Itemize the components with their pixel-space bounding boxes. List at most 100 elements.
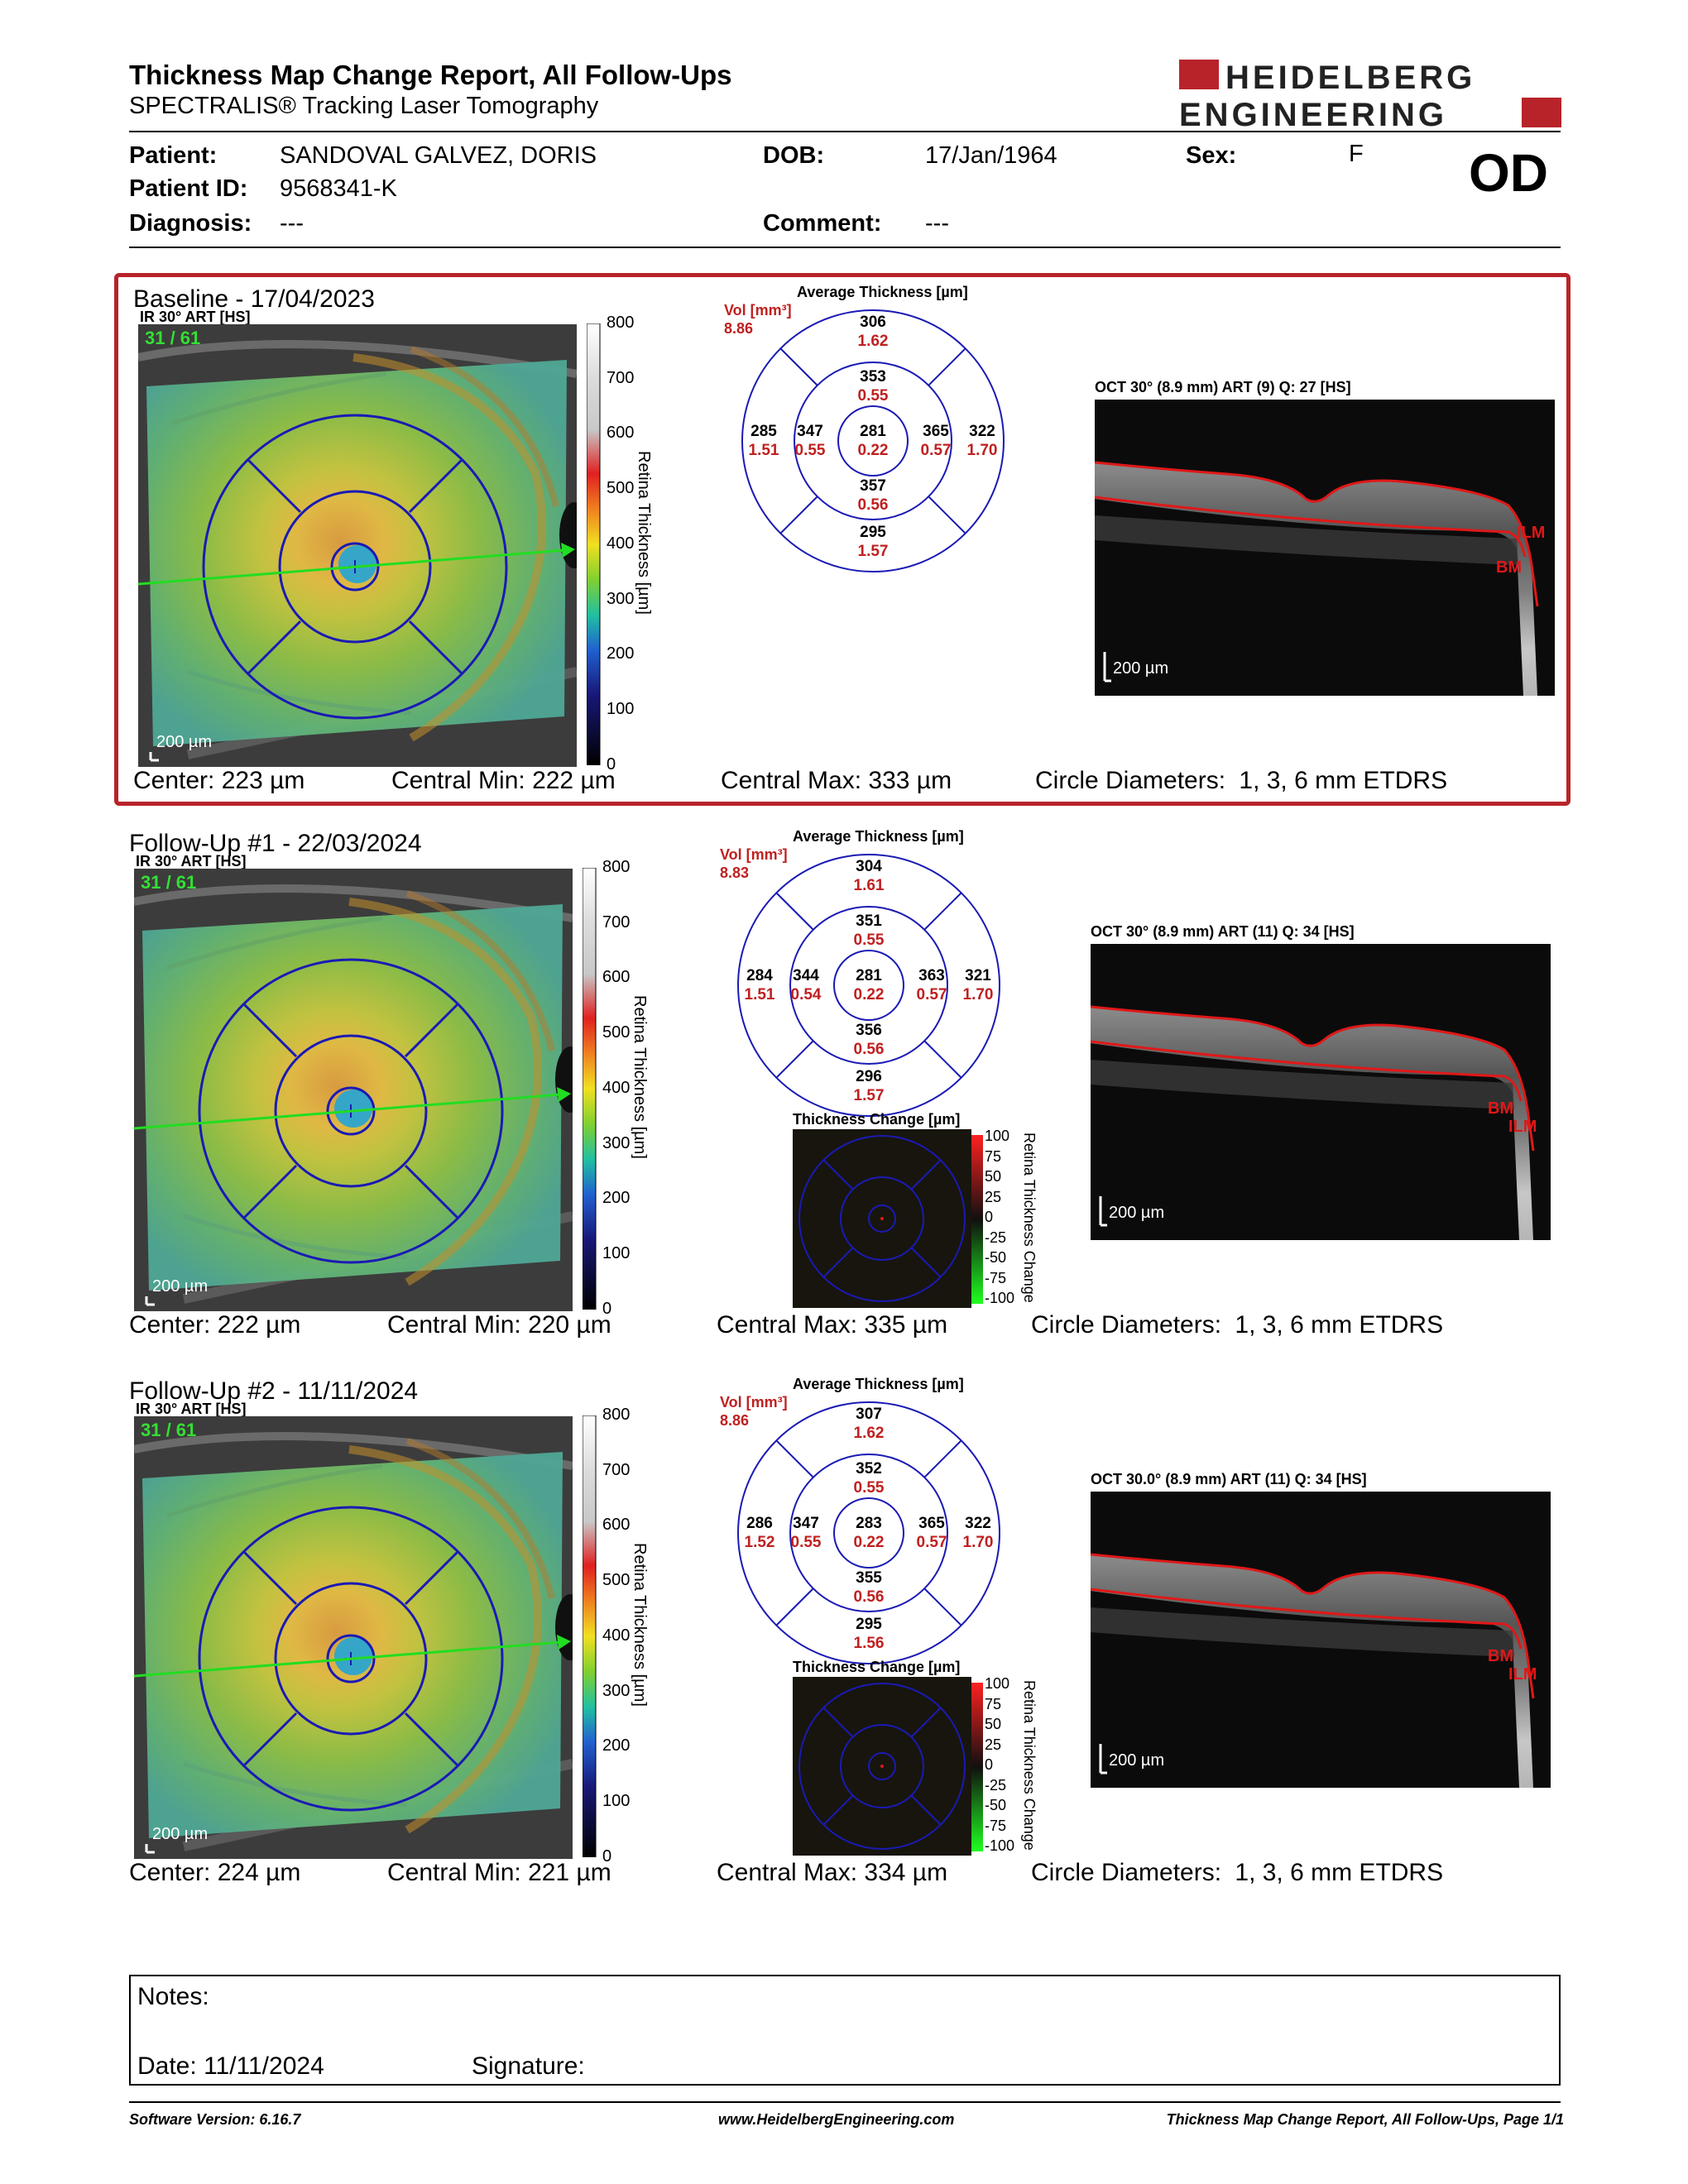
dob-label: DOB: (763, 142, 825, 169)
vol-total: 8.86 (724, 320, 754, 337)
patient-id-label: Patient ID: (129, 175, 248, 202)
stat-center: Center: 222 µm (129, 1311, 300, 1339)
thickness-map[interactable]: 31 / 61 200 µm (134, 869, 573, 1311)
stat-central-max-label: Central Max: (717, 1311, 858, 1339)
stat-center-label: Center: (129, 1859, 211, 1886)
colorbar-tick: 800 (602, 1406, 631, 1424)
scalebar-label: 200 µm (152, 1277, 209, 1296)
sector-inner-sup-volume: 0.55 (853, 1479, 885, 1497)
bm-label: BM (1488, 1647, 1514, 1665)
colorbar-axis-label: Retina Thickness [µm] (631, 1543, 649, 1707)
exam-title: Follow-Up #2 - 11/11/2024 (129, 1377, 419, 1405)
sector-outer-nas-thickness: 284 (746, 967, 773, 984)
stat-central-min-label: Central Min: (387, 1859, 521, 1886)
change-tick: 50 (985, 1168, 1002, 1185)
stat-center-value: 223 µm (221, 767, 305, 794)
comment-label: Comment: (763, 210, 882, 237)
diagnosis-label: Diagnosis: (129, 210, 252, 237)
oct-bscan-svg (1091, 1492, 1551, 1788)
sector-outer-inf-thickness: 295 (860, 524, 886, 541)
colorbar-tick: 800 (602, 858, 631, 876)
change-colorbar: 100 75 50 25 0 -25 -50 -75 -100 Retina Thickness … (971, 1675, 1041, 1854)
colorbar-tick: 800 (607, 314, 635, 332)
colorbar-tick: 700 (602, 1460, 631, 1479)
sector-outer-sup-volume: 1.62 (853, 1425, 885, 1442)
bm-label: BM (1488, 1099, 1514, 1118)
sector-outer-tmp-thickness: 322 (965, 1515, 991, 1532)
stat-central-max-value: 334 µm (864, 1859, 948, 1886)
sector-inner-inf-thickness: 356 (856, 1022, 882, 1039)
report-title: Thickness Map Change Report, All Follow-… (129, 60, 732, 90)
vol-label: Vol [mm³] (724, 302, 792, 318)
stat-central-min-value: 221 µm (528, 1859, 611, 1886)
comment-value: --- (925, 210, 949, 237)
sex-label: Sex: (1186, 142, 1237, 169)
colorbar-tick: 100 (602, 1791, 631, 1810)
change-tick: 100 (985, 1128, 1010, 1144)
thickness-colorbar: 800 700 600 500 400 300 200 100 0 Retina Thicknes… (587, 314, 711, 774)
thickness-map[interactable]: 31 / 61 200 µm (138, 324, 577, 767)
website-link[interactable]: www.HeidelbergEngineering.com (718, 2111, 955, 2128)
stat-central-min-value: 222 µm (532, 767, 616, 794)
date-value: 11/11/2024 (204, 2052, 324, 2080)
etdrs-grid[interactable]: Average Thickness [µm] Vol [mm³] 8.86 307 1.… (720, 1376, 1006, 1674)
oct-label: OCT 30.0° (8.9 mm) ART (11) Q: 34 [HS] (1091, 1471, 1367, 1487)
stat-central-max-label: Central Max: (721, 767, 862, 794)
sector-outer-sup-thickness: 306 (860, 314, 886, 331)
thickness-change-map[interactable] (793, 1677, 971, 1856)
notes-box[interactable]: Notes: Date: 11/11/2024 Signature: (129, 1975, 1561, 2086)
thickness-map[interactable]: 31 / 61 200 µm (134, 1416, 573, 1859)
change-tick: 75 (985, 1695, 1002, 1712)
change-tick: -75 (985, 1269, 1007, 1286)
oct-bscan[interactable]: ILM BM 200 µm (1091, 1492, 1551, 1788)
colorbar-tick: 300 (602, 1133, 631, 1152)
colorbar-tick: 0 (607, 754, 616, 774)
scalebar-label: 200 µm (156, 733, 213, 751)
colorbar-tick: 500 (602, 1023, 631, 1042)
sector-center-thickness: 281 (860, 423, 886, 440)
sector-inner-inf-volume: 0.56 (853, 1041, 885, 1058)
oct-bscan[interactable]: ILM BM 200 µm (1095, 400, 1555, 696)
sector-inner-tmp-thickness: 363 (918, 967, 945, 984)
sector-inner-inf-volume: 0.56 (853, 1588, 885, 1606)
patient-label: Patient: (129, 142, 218, 169)
sector-inner-nas-thickness: 344 (793, 967, 819, 984)
vol-label: Vol [mm³] (720, 1394, 788, 1410)
sector-outer-inf-volume: 1.56 (853, 1635, 885, 1652)
header-divider (129, 131, 1561, 132)
etdrs-grid[interactable]: Average Thickness [µm] Vol [mm³] 8.83 304 1.… (720, 828, 1006, 1126)
oct-bscan[interactable]: ILM BM 200 µm (1091, 944, 1551, 1240)
change-tick: -75 (985, 1817, 1007, 1834)
thickness-change-map[interactable] (793, 1129, 971, 1308)
oct-scalebar-label: 200 µm (1109, 1204, 1165, 1222)
sector-inner-sup-thickness: 351 (856, 912, 882, 930)
sector-outer-inf-volume: 1.57 (857, 543, 889, 560)
thickness-change-panel: Thickness Change [µm] 100 75 50 25 0 -25 -50 -7… (793, 1659, 1041, 1857)
sector-outer-tmp-thickness: 322 (969, 423, 995, 440)
colorbar-tick: 100 (602, 1243, 631, 1262)
colorbar-tick: 400 (602, 1078, 631, 1097)
etdrs-grid[interactable]: Average Thickness [µm] Vol [mm³] 8.86 306 1.… (724, 284, 1010, 582)
change-tick: 25 (985, 1188, 1002, 1205)
page-footer: Thickness Map Change Report, All Follow-… (1166, 2111, 1564, 2128)
oct-label: OCT 30° (8.9 mm) ART (11) Q: 34 [HS] (1091, 923, 1355, 940)
oct-scalebar-label: 200 µm (1113, 659, 1169, 678)
colorbar-svg (587, 323, 601, 765)
sector-center-thickness: 281 (856, 967, 882, 984)
stat-circle-diameters-label: Circle Diameters: (1031, 1311, 1222, 1339)
thickness-map-svg (134, 1416, 573, 1859)
exam-title: Baseline - 17/04/2023 (133, 285, 375, 313)
colorbar-tick: 600 (607, 424, 635, 443)
stat-circle-diameters-value: 1, 3, 6 mm ETDRS (1235, 1311, 1444, 1339)
sector-inner-nas-thickness: 347 (797, 423, 823, 440)
sector-inner-inf-volume: 0.56 (857, 496, 889, 514)
stat-central-max: Central Max: 335 µm (717, 1311, 947, 1339)
change-tick: 50 (985, 1716, 1002, 1732)
sector-outer-sup-volume: 1.61 (853, 877, 885, 894)
colorbar-tick: 200 (607, 644, 635, 663)
sector-inner-sup-volume: 0.55 (853, 932, 885, 949)
date-row: Date: 11/11/2024 (137, 2052, 324, 2081)
stat-circle-diameters-label: Circle Diameters: (1031, 1859, 1222, 1886)
change-tick: -100 (985, 1837, 1015, 1854)
